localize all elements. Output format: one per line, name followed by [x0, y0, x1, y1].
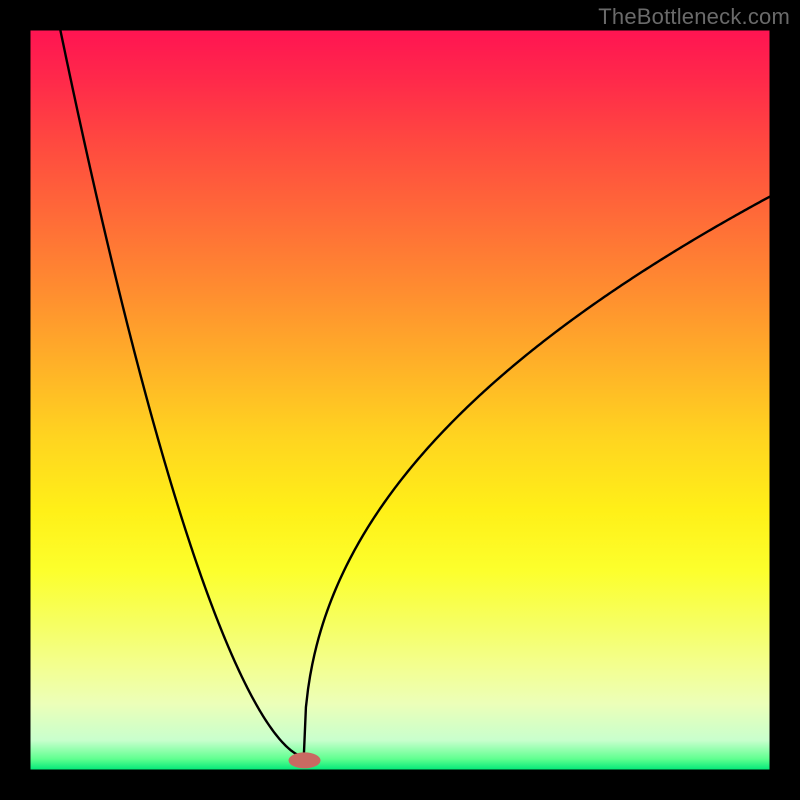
optimal-point-marker [289, 752, 321, 768]
chart-container: TheBottleneck.com [0, 0, 800, 800]
watermark-text: TheBottleneck.com [598, 4, 790, 30]
bottleneck-curve-chart [0, 0, 800, 800]
plot-background [30, 30, 770, 770]
